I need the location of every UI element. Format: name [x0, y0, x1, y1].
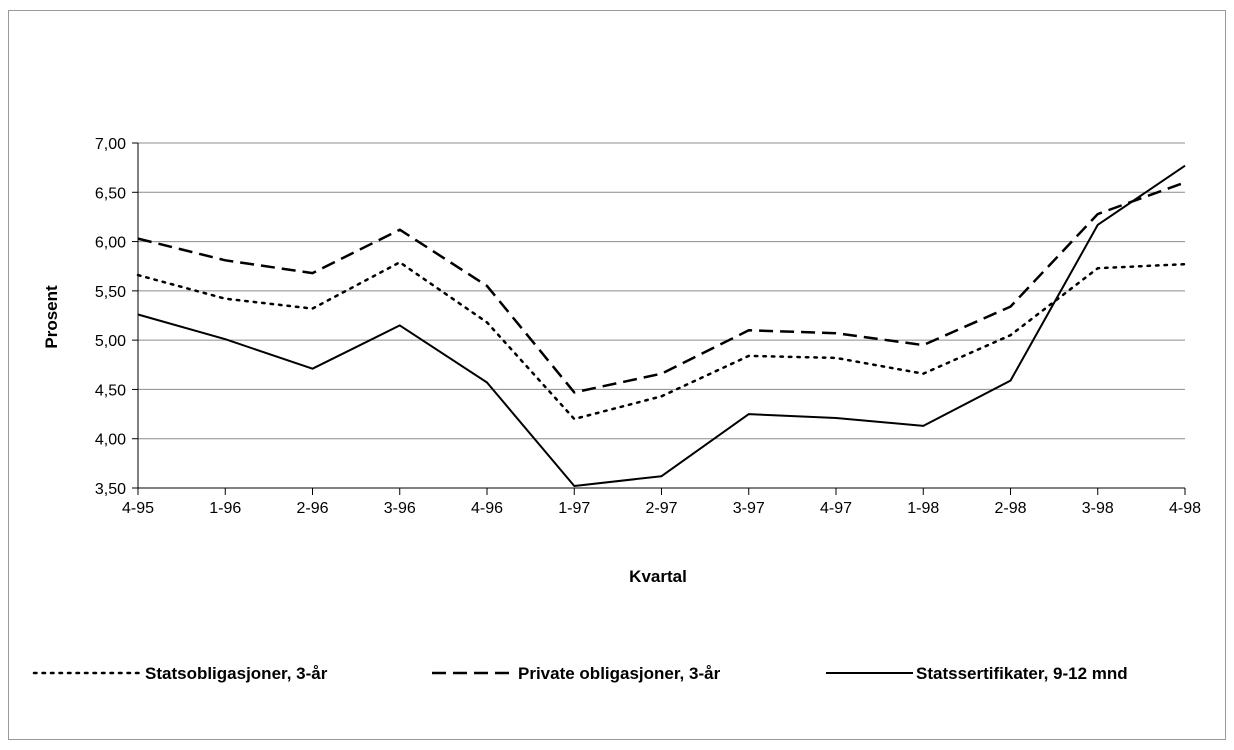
chart-frame — [8, 10, 1226, 740]
x-tick-label: 4-98 — [1169, 500, 1201, 517]
gridlines — [138, 142, 1185, 440]
y-tick-label: 3,50 — [95, 481, 126, 498]
legend-label-statssertifikater: Statssertifikater, 9-12 mnd — [916, 664, 1128, 683]
x-tick-label: 4-96 — [471, 500, 503, 517]
x-tick-label: 4-97 — [820, 500, 852, 517]
y-tick-label: 5,50 — [95, 284, 126, 301]
y-tick-label: 4,00 — [95, 432, 126, 449]
x-tick-label: 3-96 — [384, 500, 416, 517]
axes — [132, 142, 1186, 495]
legend-label-private-obligasjoner: Private obligasjoner, 3-år — [518, 664, 721, 683]
x-axis-title: Kvartal — [629, 567, 687, 586]
y-tick-label: 7,00 — [95, 136, 126, 153]
x-tick-label: 3-98 — [1082, 500, 1114, 517]
x-tick-label: 1-96 — [209, 500, 241, 517]
y-tick-label: 5,00 — [95, 333, 126, 350]
x-tick-labels: 4-95 1-96 2-96 3-96 4-96 1-97 2-97 3-97 4-97 1-98… — [122, 500, 1201, 517]
x-tick-label: 2-98 — [994, 500, 1026, 517]
x-tick-label: 1-98 — [907, 500, 939, 517]
series-line-solid — [137, 164, 1186, 487]
x-tick-label: 2-96 — [296, 500, 328, 517]
y-tick-label: 4,50 — [95, 382, 126, 399]
y-tick-label: 6,00 — [95, 235, 126, 252]
x-tick-label: 2-97 — [645, 500, 677, 517]
x-tick-label: 1-97 — [558, 500, 590, 517]
x-tick-label: 3-97 — [733, 500, 765, 517]
series-line-dotted — [136, 261, 1187, 421]
y-tick-labels: 3,50 4,00 4,50 5,00 5,50 6,00 6,50 7,00 — [95, 136, 126, 498]
legend-label-statsobligasjoner: Statsobligasjoner, 3-år — [145, 664, 328, 683]
series-line-dashed — [137, 181, 1186, 394]
x-tick-label: 4-95 — [122, 500, 154, 517]
y-axis-title: Prosent — [42, 285, 61, 349]
y-tick-label: 6,50 — [95, 185, 126, 202]
series-lines — [136, 164, 1187, 487]
legend: Statsobligasjoner, 3-år Private obligasj… — [32, 664, 1128, 683]
